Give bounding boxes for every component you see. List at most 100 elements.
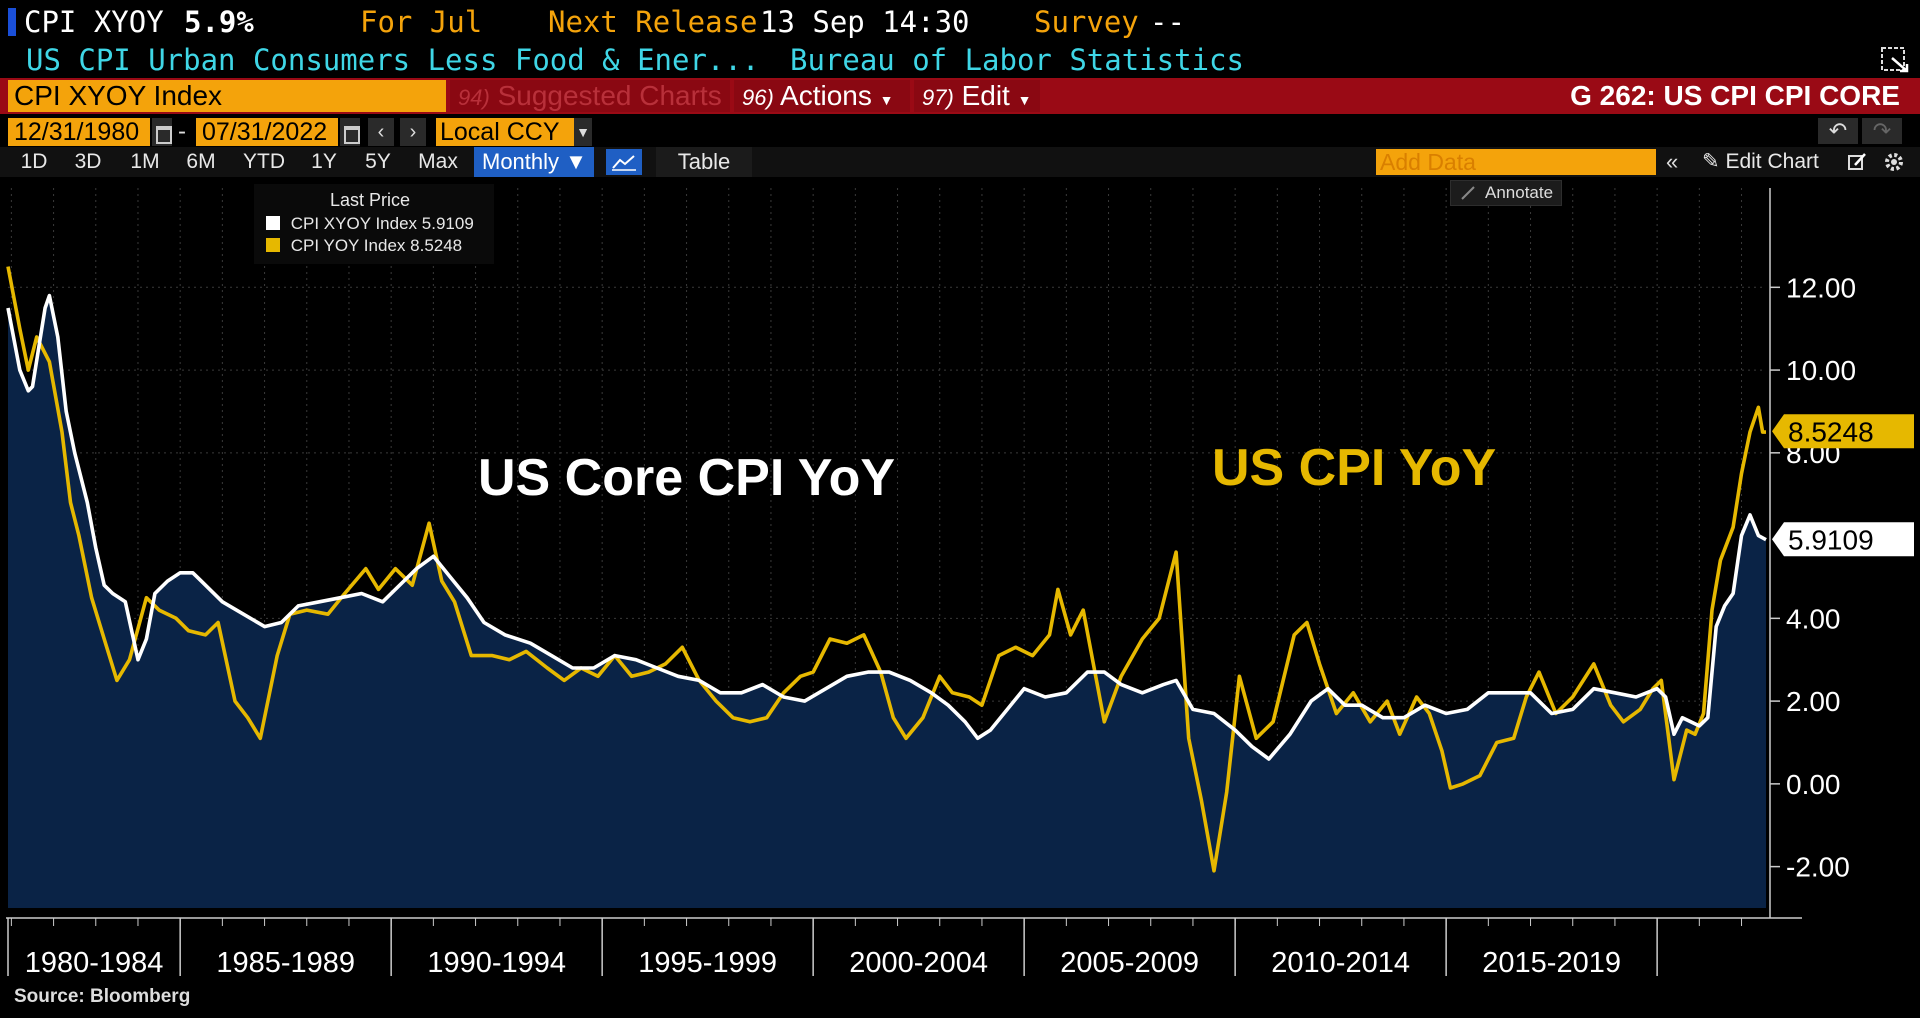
- legend-value-core: 5.9109: [421, 214, 474, 233]
- range-5y[interactable]: 5Y: [365, 150, 391, 173]
- y-tick-label: -2.00: [1786, 852, 1850, 883]
- edit-chart-button[interactable]: ✎ Edit Chart: [1702, 147, 1819, 177]
- security-header: CPI XYOY 5.9% For Jul Next Release 13 Se…: [0, 0, 1920, 42]
- range-max[interactable]: Max: [418, 150, 458, 173]
- y-tick-label: 2.00: [1786, 686, 1841, 717]
- range-ytd[interactable]: YTD: [243, 150, 285, 173]
- chart-legend[interactable]: Last Price CPI XYOY Index 5.9109 CPI YOY…: [254, 184, 494, 264]
- x-tick-label: 2010-2014: [1271, 947, 1410, 976]
- popout-icon[interactable]: [1880, 46, 1910, 74]
- ticker-label: CPI XYOY: [24, 5, 164, 39]
- legend-name-core: CPI XYOY Index: [290, 214, 418, 233]
- y-tick-label: 4.00: [1786, 603, 1841, 634]
- range-1d[interactable]: 1D: [20, 150, 48, 173]
- chevron-right-icon[interactable]: ›: [400, 118, 426, 146]
- last-label-headline-bg: [1772, 414, 1914, 449]
- chevron-left-icon[interactable]: ‹: [368, 118, 394, 146]
- range-1m[interactable]: 1M: [130, 150, 160, 173]
- add-data-input[interactable]: Add Data: [1376, 149, 1656, 175]
- edit-settings-icon[interactable]: [1846, 151, 1868, 173]
- core-cpi-line: [6, 293, 1767, 761]
- security-description-row: US CPI Urban Consumers Less Food & Ener.…: [0, 42, 1920, 77]
- gear-icon[interactable]: [1882, 150, 1906, 174]
- next-release-value: 13 Sep 14:30: [760, 5, 970, 39]
- suggested-charts-button[interactable]: 94) Suggested Charts: [450, 80, 730, 112]
- x-tick-label: 2005-2009: [1060, 947, 1199, 976]
- line-chart-icon[interactable]: [606, 149, 642, 175]
- calendar-icon[interactable]: [340, 118, 360, 146]
- legend-swatch-core: [266, 216, 280, 230]
- x-axis: 1980-1984 1985-1989 1990-1994 1995-1999 2000…: [6, 917, 1802, 976]
- annotate-label: Annotate: [1485, 183, 1554, 202]
- core-cpi-area: [8, 295, 1766, 909]
- pencil-icon: ✎: [1702, 150, 1720, 173]
- headline-cpi-line: [6, 266, 1766, 873]
- chart-toolbar: 1D 3D 1M 6M YTD 1Y 5Y Max Monthly ▼ Tabl…: [0, 147, 1920, 177]
- survey-label: Survey: [1034, 5, 1139, 39]
- legend-title: Last Price: [330, 190, 411, 210]
- header-marker: [8, 8, 16, 36]
- frequency-label: Monthly: [482, 149, 560, 174]
- x-tick-label: 2000-2004: [849, 947, 988, 976]
- y-tick-label: 10.00: [1786, 355, 1856, 386]
- undo-icon[interactable]: ↶: [1818, 118, 1858, 144]
- ticker-input[interactable]: CPI XYOY Index: [8, 80, 446, 112]
- double-chevron-left-icon[interactable]: «: [1666, 149, 1679, 174]
- end-date-input[interactable]: 07/31/2022: [196, 118, 338, 146]
- x-tick-label: 1995-1999: [638, 947, 777, 976]
- date-range-row: 12/31/1980 - 07/31/2022 ‹ › Local CCY ▼ …: [0, 116, 1920, 146]
- suggested-label: Suggested Charts: [497, 80, 722, 111]
- edit-chart-label: Edit Chart: [1725, 150, 1819, 173]
- legend-value-headline: 8.5248: [410, 236, 463, 255]
- range-6m[interactable]: 6M: [186, 150, 216, 173]
- chart-id: G 262: US CPI CPI CORE: [1570, 80, 1900, 111]
- actions-num: 96): [742, 85, 774, 110]
- x-tick-label: 1980-1984: [25, 947, 164, 976]
- legend-item-headline: CPI YOY Index 8.5248: [266, 236, 462, 256]
- date-separator: -: [178, 118, 186, 145]
- x-tick-label: 1990-1994: [427, 947, 566, 976]
- suggested-num: 94): [458, 85, 490, 110]
- chevron-down-icon[interactable]: ▼: [574, 118, 592, 146]
- source-agency: Bureau of Labor Statistics: [790, 43, 1244, 77]
- last-label-core-bg: [1772, 522, 1914, 557]
- currency-select[interactable]: Local CCY: [436, 118, 592, 146]
- x-tick-label: 2015-2019: [1482, 947, 1621, 976]
- legend-item-core: CPI XYOY Index 5.9109: [266, 214, 474, 234]
- last-label-core: 5.9109: [1788, 524, 1874, 555]
- chevron-down-icon: ▼: [1017, 92, 1032, 108]
- last-value-labels: 8.5248 5.9109: [1772, 414, 1914, 557]
- annotation-headline-cpi: US CPI YoY: [1212, 439, 1497, 497]
- next-release-label: Next Release: [548, 5, 758, 39]
- redo-icon[interactable]: ↷: [1862, 118, 1902, 144]
- range-1y[interactable]: 1Y: [311, 150, 337, 173]
- actions-menu-button[interactable]: 96) Actions ▼: [734, 80, 910, 112]
- legend-swatch-headline: [266, 238, 280, 252]
- last-label-headline: 8.5248: [1788, 416, 1874, 447]
- range-3d[interactable]: 3D: [74, 150, 102, 173]
- edit-menu-button[interactable]: 97) Edit ▼: [914, 80, 1040, 112]
- annotate-icon: [1461, 186, 1475, 200]
- for-period: For Jul: [360, 5, 483, 39]
- start-date-input[interactable]: 12/31/1980: [8, 118, 150, 146]
- table-button[interactable]: Table: [656, 147, 752, 177]
- chevron-down-icon: ▼: [879, 92, 894, 108]
- edit-num: 97): [922, 85, 954, 110]
- y-tick-label: 0.00: [1786, 769, 1841, 800]
- annotate-button[interactable]: Annotate: [1450, 180, 1562, 206]
- calendar-icon[interactable]: [152, 118, 172, 146]
- chart-source: Source: Bloomberg: [14, 986, 191, 1007]
- legend-name-headline: CPI YOY Index: [290, 236, 406, 255]
- survey-value: --: [1150, 5, 1185, 39]
- actions-label: Actions: [780, 80, 872, 111]
- security-description: US CPI Urban Consumers Less Food & Ener.…: [26, 43, 760, 77]
- x-tick-label: 1985-1989: [216, 947, 355, 976]
- chevron-down-icon: ▼: [565, 149, 587, 174]
- frequency-select[interactable]: Monthly ▼: [474, 147, 594, 177]
- command-bar: CPI XYOY Index 94) Suggested Charts 96) …: [0, 78, 1920, 114]
- y-tick-label: 12.00: [1786, 272, 1856, 303]
- annotation-core-cpi: US Core CPI YoY: [478, 449, 896, 507]
- last-value: 5.9%: [184, 5, 254, 39]
